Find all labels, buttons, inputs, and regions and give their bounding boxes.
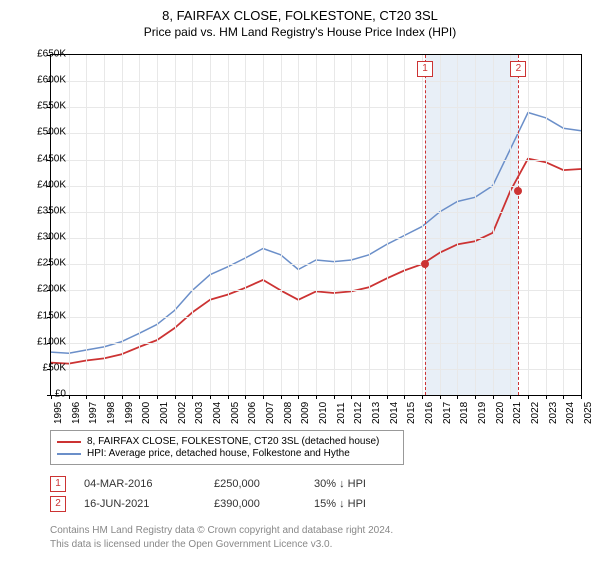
legend-item: HPI: Average price, detached house, Folk… (57, 448, 397, 459)
sale-price: £390,000 (214, 498, 314, 510)
legend-label: HPI: Average price, detached house, Folk… (87, 448, 350, 459)
sale-row: 1 04-MAR-2016 £250,000 30% ↓ HPI (50, 476, 414, 492)
sale-date: 16-JUN-2021 (84, 498, 214, 510)
chart-title: 8, FAIRFAX CLOSE, FOLKESTONE, CT20 3SL (0, 8, 600, 23)
sales-table: 1 04-MAR-2016 £250,000 30% ↓ HPI 2 16-JU… (50, 472, 414, 516)
legend-swatch (57, 441, 81, 443)
sale-marker-box: 1 (50, 476, 66, 492)
footer-line: Contains HM Land Registry data © Crown c… (50, 524, 393, 538)
sale-row: 2 16-JUN-2021 £390,000 15% ↓ HPI (50, 496, 414, 512)
footer-line: This data is licensed under the Open Gov… (50, 538, 393, 552)
chart-container: 8, FAIRFAX CLOSE, FOLKESTONE, CT20 3SL P… (0, 8, 600, 568)
sale-marker-box: 2 (50, 496, 66, 512)
chart-subtitle: Price paid vs. HM Land Registry's House … (0, 25, 600, 39)
legend-swatch (57, 453, 81, 455)
legend-label: 8, FAIRFAX CLOSE, FOLKESTONE, CT20 3SL (… (87, 436, 379, 447)
sale-diff: 15% ↓ HPI (314, 498, 414, 510)
attribution-footer: Contains HM Land Registry data © Crown c… (50, 524, 393, 551)
legend-box: 8, FAIRFAX CLOSE, FOLKESTONE, CT20 3SL (… (50, 430, 404, 465)
legend-item: 8, FAIRFAX CLOSE, FOLKESTONE, CT20 3SL (… (57, 436, 397, 447)
sale-diff: 30% ↓ HPI (314, 478, 414, 490)
sale-date: 04-MAR-2016 (84, 478, 214, 490)
sale-price: £250,000 (214, 478, 314, 490)
plot-area: 12 (50, 54, 582, 396)
